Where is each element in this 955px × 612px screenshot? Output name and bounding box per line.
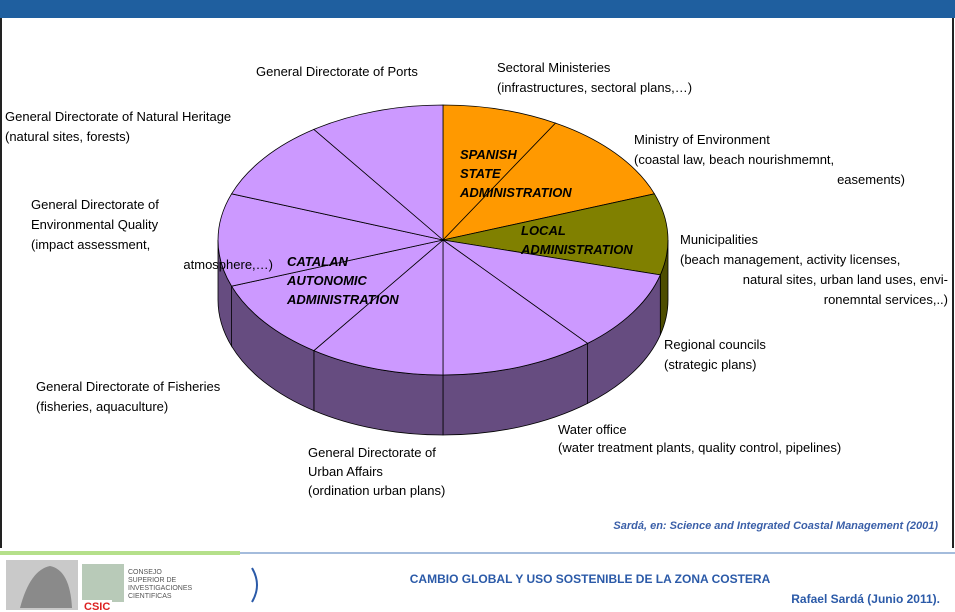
label: General Directorate of Ports [256, 64, 418, 79]
label-text: (water treatment plants, quality control… [558, 440, 841, 455]
label: Sectoral Ministeries (infrastructures, s… [497, 60, 692, 95]
label-text: General Directorate of [31, 197, 159, 212]
region-text: ADMINISTRATION [520, 242, 633, 257]
label-text: easements) [837, 172, 905, 187]
region-label: SPANISH STATE ADMINISTRATION [459, 147, 572, 200]
label-text: (strategic plans) [664, 357, 756, 372]
logo-portrait-shade [20, 566, 72, 608]
region-text: ADMINISTRATION [459, 185, 572, 200]
region-text: ADMINISTRATION [286, 292, 399, 307]
pie-slice [442, 239, 589, 376]
logo-acronym: CSIC [84, 601, 110, 612]
footer-title: CAMBIO GLOBAL Y USO SOSTENIBLE DE LA ZON… [410, 572, 771, 586]
label: Regional councils (strategic plans) [664, 337, 766, 372]
region-label: LOCAL ADMINISTRATION [520, 223, 633, 257]
label-text: Urban Affairs [308, 464, 383, 479]
label-text: natural sites, urban land uses, envi- [743, 272, 948, 287]
label-text: (infrastructures, sectoral plans,…) [497, 80, 692, 95]
region-text: STATE [460, 166, 501, 181]
region-text: AUTONOMIC [286, 273, 368, 288]
label: Water office (water treatment plants, qu… [558, 422, 841, 455]
label-text: General Directorate of [308, 445, 436, 460]
label: General Directorate of Natural Heritage … [5, 109, 231, 144]
label-text: General Directorate of Ports [256, 64, 418, 79]
label-text: Sectoral Ministeries [497, 60, 611, 75]
label-text: atmosphere,…) [183, 257, 273, 272]
pie-slice [441, 122, 656, 241]
label-text: Ministry of Environment [634, 132, 770, 147]
label-text: Environmental Quality [31, 217, 159, 232]
label-text: General Directorate of Fisheries [36, 379, 221, 394]
footer-author: Rafael Sardá (Junio 2011). [791, 592, 940, 606]
decor-arc [251, 567, 258, 603]
label-text: ronemntal services,..) [824, 292, 948, 307]
pie-slice [442, 104, 557, 241]
label-text: Water office [558, 422, 627, 437]
logo: CONSEJO SUPERIOR DE INVESTIGACIONES CIEN… [6, 560, 193, 612]
label: Ministry of Environment (coastal law, be… [634, 132, 905, 187]
pie-slice [217, 193, 444, 287]
citation: Sardá, en: Science and Integrated Coasta… [613, 520, 938, 532]
region-text: LOCAL [521, 223, 566, 238]
label-text: (beach management, activity licenses, [680, 252, 900, 267]
top-bar [0, 0, 955, 18]
pie-slice [442, 239, 661, 344]
label: Municipalities (beach management, activi… [680, 232, 948, 307]
label: General Directorate of Fisheries (fisher… [36, 379, 221, 414]
pie-slice [230, 239, 444, 352]
label-text: Regional councils [664, 337, 766, 352]
label-text: (impact assessment, [31, 237, 150, 252]
logo-badge [82, 600, 112, 612]
label-text: (ordination urban plans) [308, 483, 445, 498]
logo-tree [82, 564, 124, 602]
label-text: (fisheries, aquaculture) [36, 399, 168, 414]
label-text: (natural sites, forests) [5, 129, 130, 144]
pie-slice [313, 104, 444, 241]
label-text: General Directorate of Natural Heritage [5, 109, 231, 124]
logo-text: CIENTIFICAS [128, 593, 172, 600]
pie-slice [442, 193, 669, 276]
label: General Directorate of Environmental Qua… [31, 197, 273, 272]
pie-slice [230, 128, 444, 241]
logo-text: SUPERIOR DE [128, 577, 177, 584]
logo-text: CONSEJO [128, 569, 162, 576]
label: General Directorate of Urban Affairs (or… [308, 445, 445, 498]
pie-diagram [217, 104, 669, 436]
region-label: CATALAN AUTONOMIC ADMINISTRATION [286, 254, 399, 307]
region-text: CATALAN [287, 254, 349, 269]
pie-slice [313, 239, 444, 376]
label-text: Municipalities [680, 232, 759, 247]
region-text: SPANISH [460, 147, 517, 162]
label-text: (coastal law, beach nourishmemnt, [634, 152, 834, 167]
logo-text: INVESTIGACIONES [128, 585, 193, 592]
